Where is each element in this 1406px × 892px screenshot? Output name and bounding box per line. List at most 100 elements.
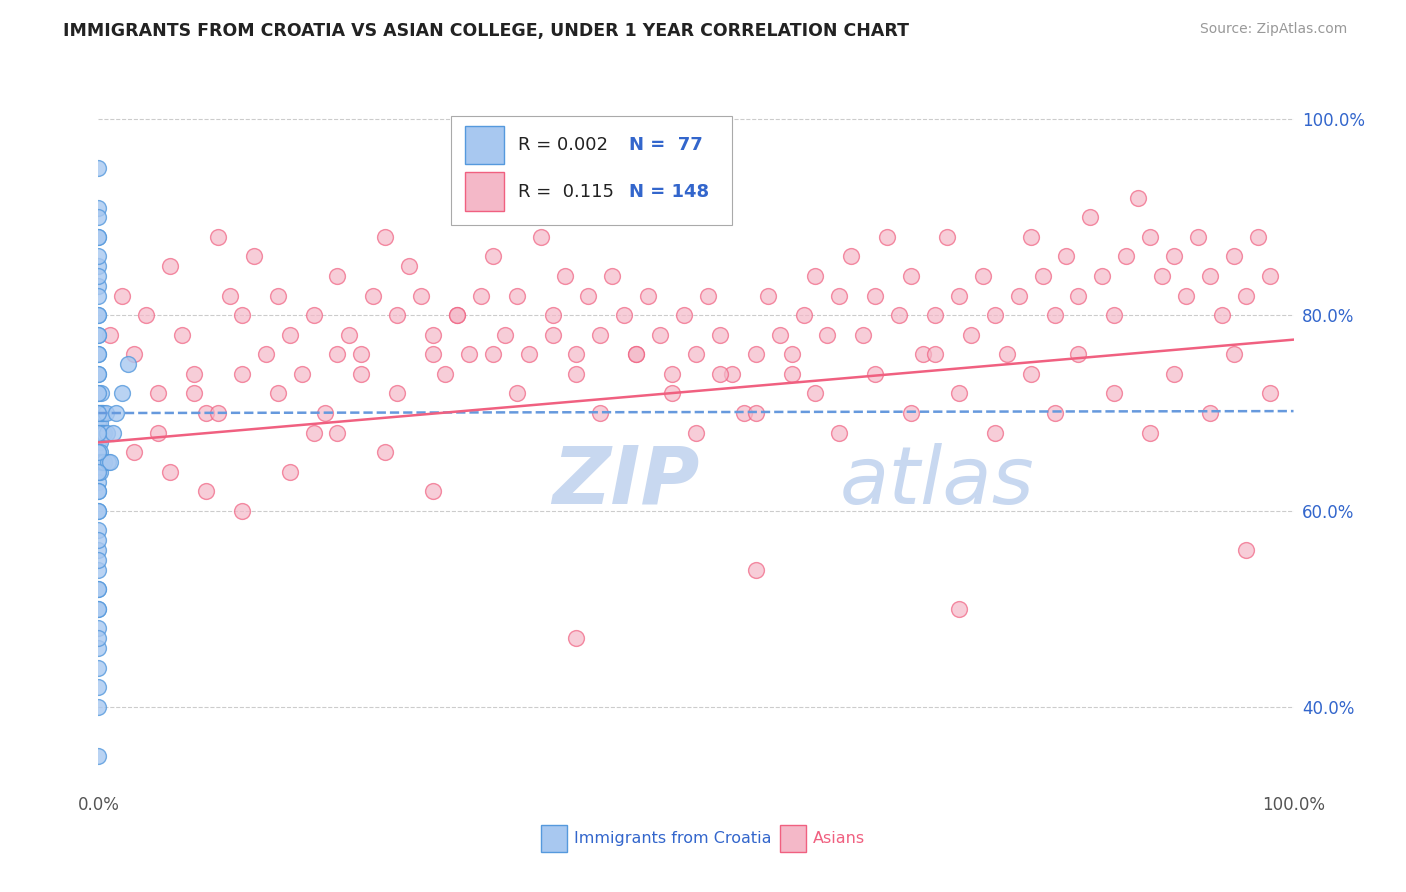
Point — [315, 406, 337, 420]
Point — [89, 465, 111, 479]
Point — [1258, 268, 1281, 283]
Point — [661, 386, 683, 401]
Point — [648, 327, 672, 342]
Point — [93, 425, 115, 440]
Point — [1223, 250, 1246, 264]
Point — [721, 367, 744, 381]
Point — [87, 543, 110, 558]
Point — [578, 288, 600, 302]
Point — [87, 465, 110, 479]
Point — [374, 445, 396, 459]
Point — [1104, 386, 1126, 401]
Point — [339, 327, 361, 342]
Point — [745, 406, 768, 420]
Point — [733, 406, 755, 420]
Point — [1067, 288, 1090, 302]
Point — [87, 278, 110, 293]
Point — [97, 455, 120, 469]
Point — [841, 250, 863, 264]
Point — [87, 347, 110, 361]
Point — [565, 347, 588, 361]
Point — [302, 308, 325, 322]
Point — [87, 367, 110, 381]
Point — [422, 484, 444, 499]
Point — [159, 465, 181, 479]
Point — [278, 327, 301, 342]
Point — [828, 288, 851, 302]
Point — [434, 367, 457, 381]
Point — [135, 308, 157, 322]
Point — [828, 425, 851, 440]
Point — [1163, 250, 1185, 264]
Point — [924, 347, 946, 361]
Point — [87, 327, 110, 342]
Point — [87, 406, 110, 420]
Point — [87, 327, 110, 342]
Point — [350, 367, 373, 381]
Point — [541, 327, 564, 342]
Point — [1211, 308, 1233, 322]
Point — [1008, 288, 1031, 302]
Point — [87, 699, 110, 714]
Point — [589, 327, 612, 342]
FancyBboxPatch shape — [465, 172, 503, 211]
Point — [709, 367, 731, 381]
Point — [530, 230, 553, 244]
Text: R =  0.115: R = 0.115 — [517, 183, 614, 201]
Point — [87, 582, 110, 597]
Point — [87, 621, 110, 635]
Point — [243, 250, 266, 264]
Point — [90, 386, 112, 401]
Text: N =  77: N = 77 — [628, 136, 703, 154]
Point — [697, 288, 720, 302]
Point — [87, 582, 110, 597]
Point — [876, 230, 898, 244]
Point — [1032, 268, 1054, 283]
Point — [1258, 386, 1281, 401]
Point — [900, 406, 922, 420]
Point — [101, 425, 124, 440]
Point — [1175, 288, 1198, 302]
Point — [363, 288, 385, 302]
Point — [326, 347, 349, 361]
Point — [148, 425, 170, 440]
Point — [89, 425, 111, 440]
Point — [267, 288, 290, 302]
Point — [385, 386, 409, 401]
Point — [87, 386, 110, 401]
Point — [87, 660, 110, 674]
Point — [948, 288, 970, 302]
Point — [231, 367, 253, 381]
Point — [93, 455, 115, 469]
Point — [948, 386, 970, 401]
Point — [87, 268, 110, 283]
Point — [90, 425, 112, 440]
Point — [385, 308, 409, 322]
Point — [936, 230, 959, 244]
Point — [1187, 230, 1209, 244]
Point — [1115, 250, 1137, 264]
Point — [291, 367, 314, 381]
Point — [90, 406, 112, 420]
Point — [87, 465, 110, 479]
Point — [96, 425, 118, 440]
Point — [865, 367, 887, 381]
Point — [87, 680, 110, 694]
Point — [89, 445, 111, 459]
Point — [1234, 543, 1257, 558]
Point — [117, 357, 139, 371]
Point — [87, 230, 110, 244]
FancyBboxPatch shape — [465, 126, 503, 164]
Point — [87, 445, 110, 459]
Point — [1139, 230, 1161, 244]
Point — [87, 367, 110, 381]
Point — [804, 268, 827, 283]
Point — [87, 640, 110, 655]
Point — [87, 161, 110, 176]
Point — [1223, 347, 1246, 361]
Point — [685, 347, 707, 361]
Point — [626, 347, 648, 361]
Point — [1019, 230, 1042, 244]
Point — [87, 386, 110, 401]
Point — [172, 327, 194, 342]
